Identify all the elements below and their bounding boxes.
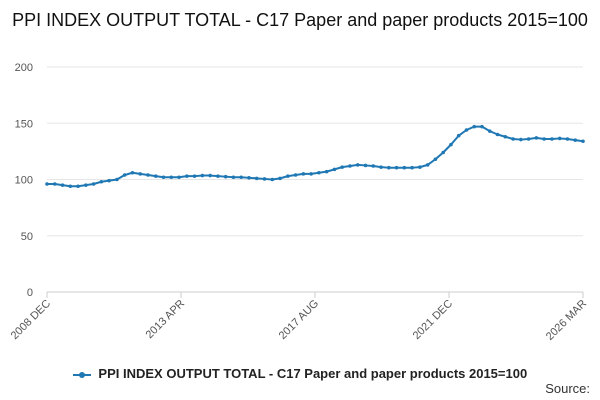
data-point[interactable] <box>363 163 368 168</box>
x-tick-label: 2008 DEC <box>9 298 53 342</box>
data-point[interactable] <box>254 176 259 181</box>
data-point[interactable] <box>542 137 546 141</box>
data-point[interactable] <box>60 183 65 187</box>
legend-label: PPI INDEX OUTPUT TOTAL - C17 Paper and p… <box>98 366 528 381</box>
data-point[interactable] <box>169 175 174 180</box>
chart-title: PPI INDEX OUTPUT TOTAL - C17 Paper and p… <box>12 10 588 30</box>
data-point[interactable] <box>130 170 135 175</box>
data-point[interactable] <box>402 165 407 170</box>
x-tick-label: 2013 APR <box>144 298 188 342</box>
series-line <box>47 125 584 188</box>
data-point[interactable] <box>394 165 399 170</box>
x-axis: 2008 DEC 2013 APR 2017 AUG 2021 DEC 2026 MAR <box>9 292 589 343</box>
data-point[interactable] <box>200 173 205 178</box>
data-point[interactable] <box>425 163 430 167</box>
data-point[interactable] <box>348 164 352 168</box>
y-gridlines <box>47 66 583 293</box>
data-point[interactable] <box>433 157 438 162</box>
data-point[interactable] <box>495 132 500 137</box>
data-point[interactable] <box>270 177 275 182</box>
data-point[interactable] <box>247 176 251 180</box>
data-point[interactable] <box>91 182 96 186</box>
data-point[interactable] <box>332 167 337 172</box>
data-point[interactable] <box>262 177 267 181</box>
data-point[interactable] <box>410 165 414 170</box>
data-point[interactable] <box>449 142 453 147</box>
data-point[interactable] <box>138 172 143 176</box>
data-point[interactable] <box>68 184 73 189</box>
data-point[interactable] <box>146 173 150 177</box>
data-point[interactable] <box>231 175 236 180</box>
data-point[interactable] <box>301 172 306 176</box>
data-point[interactable] <box>456 133 461 138</box>
data-point[interactable] <box>177 175 181 180</box>
x-tick-label: 2021 DEC <box>411 298 455 342</box>
x-tick-label: 2026 MAR <box>544 298 589 343</box>
data-point[interactable] <box>99 179 104 184</box>
data-point[interactable] <box>534 136 539 140</box>
y-tick-label: 50 <box>21 231 33 243</box>
series-layer <box>45 124 585 189</box>
data-point[interactable] <box>278 176 282 181</box>
data-point[interactable] <box>480 124 484 129</box>
data-point[interactable] <box>122 173 127 177</box>
data-point[interactable] <box>441 150 445 155</box>
data-point[interactable] <box>309 172 313 176</box>
data-point[interactable] <box>581 139 585 144</box>
data-point[interactable] <box>503 134 508 139</box>
data-point[interactable] <box>161 175 166 180</box>
data-point[interactable] <box>185 174 189 178</box>
data-point[interactable] <box>526 137 531 141</box>
data-point[interactable] <box>487 129 492 133</box>
y-tick-label: 200 <box>15 62 33 74</box>
y-tick-label: 0 <box>27 287 33 299</box>
data-point[interactable] <box>340 165 344 169</box>
data-point[interactable] <box>216 174 220 178</box>
y-tick-label: 150 <box>15 118 33 130</box>
data-point[interactable] <box>519 137 523 142</box>
data-point[interactable] <box>223 174 228 179</box>
data-point[interactable] <box>293 173 298 177</box>
data-point[interactable] <box>324 169 329 174</box>
data-point[interactable] <box>550 137 554 141</box>
data-point[interactable] <box>387 165 391 170</box>
legend-line-marker-icon <box>72 371 91 379</box>
data-point[interactable] <box>84 183 88 187</box>
data-point[interactable] <box>418 165 422 169</box>
data-point[interactable] <box>573 138 578 142</box>
data-point[interactable] <box>239 175 243 180</box>
y-axis-tick-labels: 0 50 100 150 200 <box>15 62 33 299</box>
data-point[interactable] <box>317 170 321 175</box>
data-point[interactable] <box>45 182 49 186</box>
data-point[interactable] <box>557 136 562 141</box>
data-point[interactable] <box>464 128 469 132</box>
x-tick-label: 2017 AUG <box>277 298 321 342</box>
source-label: Source: <box>545 381 590 396</box>
data-point[interactable] <box>153 174 158 178</box>
data-point[interactable] <box>52 182 57 186</box>
data-point[interactable] <box>379 165 383 169</box>
data-point[interactable] <box>286 174 290 178</box>
data-point[interactable] <box>208 173 212 178</box>
data-point[interactable] <box>355 163 360 167</box>
data-point[interactable] <box>371 164 376 168</box>
data-point[interactable] <box>107 178 111 183</box>
data-point[interactable] <box>192 174 197 178</box>
data-point[interactable] <box>115 177 119 182</box>
data-point[interactable] <box>511 137 515 141</box>
data-point[interactable] <box>76 184 80 189</box>
y-tick-label: 100 <box>15 175 33 187</box>
legend[interactable]: PPI INDEX OUTPUT TOTAL - C17 Paper and p… <box>0 366 600 381</box>
data-point[interactable] <box>472 124 477 129</box>
data-point[interactable] <box>565 137 570 141</box>
